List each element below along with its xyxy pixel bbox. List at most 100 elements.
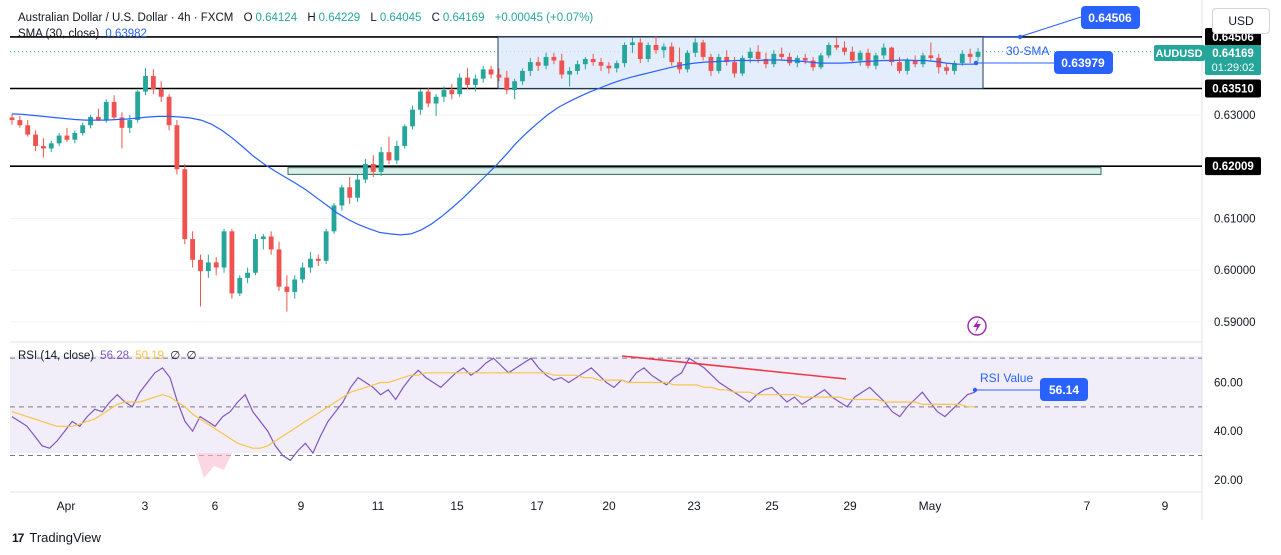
rsi-legend: RSI (14, close) 56.28 50.19 ∅ ∅ (18, 348, 200, 362)
sma-callout-label: 0.63979 (1061, 56, 1105, 70)
candle-body (661, 46, 667, 51)
candle-body (802, 57, 808, 61)
candle-body (488, 69, 494, 75)
top-callout-label: 0.64506 (1088, 11, 1132, 25)
top-level-dot (1017, 34, 1023, 40)
price-tick-label: 0.59000 (1214, 317, 1256, 329)
candle-body (292, 279, 298, 292)
candle-body (535, 62, 541, 66)
candle-body (763, 58, 769, 65)
candle-body (857, 52, 863, 61)
candle-body (127, 120, 133, 128)
candle-body (614, 63, 620, 69)
candle-body (472, 78, 478, 85)
time-axis: Apr 3 6 9 11 15 17 20 23 25 29 May 7 9 (57, 499, 1169, 513)
time-tick-label: 15 (450, 499, 464, 513)
candle-body (865, 52, 871, 66)
candle-body (842, 47, 847, 52)
time-tick-label: Apr (57, 499, 76, 513)
time-tick-label: 9 (298, 499, 305, 513)
currency-selector[interactable]: USD (1212, 8, 1270, 34)
candle-body (119, 117, 125, 128)
candle-body (441, 90, 447, 97)
candle-body (300, 267, 306, 280)
candle-body (496, 74, 502, 78)
candle-body (410, 109, 415, 127)
candle-body (103, 101, 109, 121)
level-tag-mid: 0.63510 (1212, 83, 1254, 95)
candle-body (323, 231, 329, 261)
candle-body (95, 116, 101, 121)
top-callout-bg (1081, 6, 1140, 29)
open-value: 0.64124 (255, 12, 298, 24)
level-tag-mid-bg (1205, 79, 1261, 98)
rsi-line (11, 357, 976, 462)
rsi-ma-legend-value: 50.19 (135, 350, 165, 362)
time-tick-label: 6 (212, 499, 219, 513)
candle-body (959, 53, 965, 64)
candle-body (174, 125, 180, 170)
symbol-title[interactable]: Australian Dollar / U.S. Dollar · 4h · F… (18, 12, 234, 24)
time-tick-label: 3 (142, 499, 149, 513)
candle-body (150, 76, 156, 90)
level-tag-top: 0.64506 (1212, 32, 1254, 44)
candle-body (928, 55, 934, 58)
candle-body (826, 45, 832, 56)
sma-30-path (11, 59, 978, 236)
candle-body (732, 62, 737, 74)
candle-body (779, 53, 785, 57)
candle-body (637, 42, 643, 59)
candle-body (190, 239, 196, 260)
candle-body (158, 89, 164, 97)
candle-body (520, 70, 525, 82)
candle-body (967, 53, 973, 57)
open-label: O (243, 12, 253, 24)
candle-body (708, 56, 714, 71)
sma-legend: SMA (30, close) 0.63982 (18, 28, 150, 40)
candle-body (433, 96, 439, 104)
time-tick-label: May (919, 499, 942, 513)
sma-callout-bg (1054, 51, 1113, 74)
candle-body (135, 91, 141, 121)
sma-note-label: 30-SMA (1006, 44, 1049, 58)
tradingview-brand[interactable]: 17 TradingView (12, 530, 101, 545)
candle-body (653, 45, 659, 51)
candle-body (425, 91, 431, 104)
time-tick-label: 25 (765, 499, 779, 513)
candle-body (72, 132, 78, 140)
candle-body (378, 152, 384, 172)
rsi-oversold-fill (196, 453, 232, 478)
candle-body (810, 60, 816, 68)
time-tick-label: 29 (843, 499, 857, 513)
candle-body (166, 96, 172, 126)
rsi-pane-background (10, 356, 1202, 453)
candle-body (284, 286, 290, 292)
candle-body (849, 51, 855, 61)
rsi-label[interactable]: RSI (14, close) (18, 350, 95, 362)
time-tick-label: 11 (372, 499, 385, 513)
candle-body (889, 47, 895, 63)
candle-body (881, 47, 887, 56)
candle-body (645, 45, 651, 59)
candle-body (684, 52, 690, 70)
tradingview-logo-icon: 17 (12, 530, 24, 545)
candle-body (229, 231, 235, 294)
sma-line (11, 59, 978, 236)
candle-body (700, 42, 706, 57)
price-tick-label: 0.61000 (1214, 213, 1256, 225)
candle-body (40, 145, 46, 149)
candle-body (582, 58, 588, 65)
candle-body (449, 90, 455, 95)
price-tag-bg (1205, 45, 1261, 75)
candle-body (920, 55, 926, 65)
sma-label[interactable]: SMA (30, close) (18, 28, 100, 40)
candle-body (308, 258, 313, 268)
rsi-ma-line (11, 372, 975, 449)
candle-body (253, 239, 258, 273)
candle-body (716, 56, 722, 71)
candle-body (692, 42, 698, 53)
candle-body (394, 145, 400, 161)
ohlc-legend: Australian Dollar / U.S. Dollar · 4h · F… (18, 12, 596, 24)
price-tick-label: 0.60000 (1214, 265, 1256, 277)
